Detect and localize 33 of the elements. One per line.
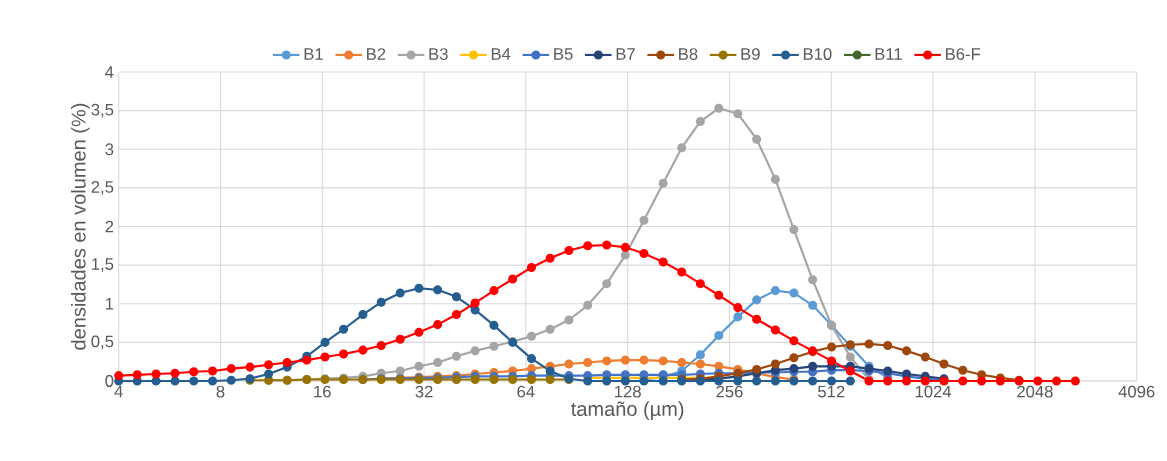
- legend-label: B3: [429, 48, 448, 60]
- x-tick-label: 64: [517, 385, 535, 398]
- y-tick-label: 3: [105, 143, 114, 156]
- legend-label: B6-F: [946, 48, 981, 60]
- legend-label: B1: [304, 48, 323, 60]
- x-tick-label: 4: [114, 385, 123, 398]
- legend-label: B5: [554, 48, 573, 60]
- x-tick-label: 128: [615, 385, 641, 398]
- y-tick-label: 3,5: [91, 103, 114, 118]
- x-tick-label: 16: [314, 385, 331, 398]
- legend-label: B7: [616, 48, 635, 60]
- y-tick-label: 1: [105, 298, 114, 310]
- legend-label: B9: [741, 48, 760, 60]
- y-axis-title: densidades en volumen (%): [71, 103, 90, 350]
- y-tick-label: 2: [105, 220, 114, 233]
- legend-label: B11: [875, 48, 902, 60]
- legend-label: B4: [491, 48, 511, 60]
- y-tick-label: 2,5: [91, 181, 114, 195]
- x-tick-label: 256: [716, 385, 743, 398]
- x-axis-title: tamaño (µm): [571, 401, 684, 420]
- y-tick-label: 0: [105, 375, 114, 387]
- x-tick-label: 4096: [1118, 385, 1155, 398]
- legend-label: B10: [803, 48, 832, 60]
- x-tick-label: 32: [415, 385, 433, 398]
- x-tick-label: 512: [818, 385, 845, 398]
- y-tick-label: 4: [105, 66, 114, 78]
- legend-label: B2: [367, 48, 386, 60]
- y-tick-label: 1,5: [92, 258, 114, 272]
- legend-label: B8: [679, 48, 698, 60]
- x-tick-label: 1024: [915, 385, 952, 398]
- x-tick-label: 2048: [1017, 385, 1053, 398]
- x-tick-label: 8: [216, 385, 225, 398]
- y-tick-label: 0,5: [91, 335, 114, 350]
